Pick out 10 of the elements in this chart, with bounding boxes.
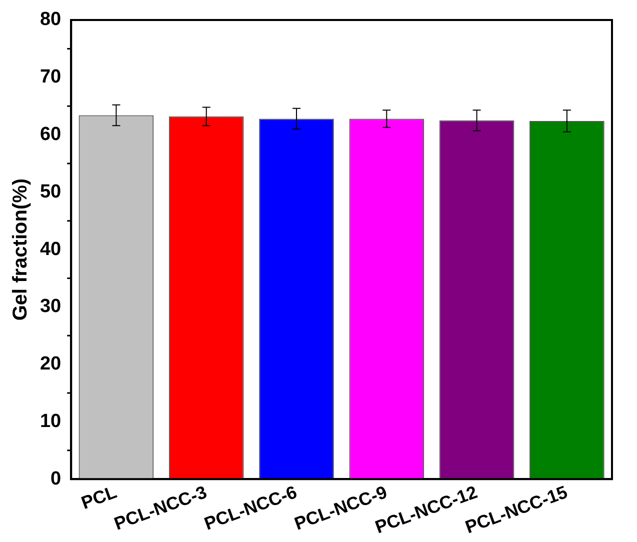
y-axis-title: Gel fraction(%) bbox=[10, 178, 32, 321]
y-tick-label: 50 bbox=[40, 181, 62, 202]
y-tick-label: 60 bbox=[40, 124, 62, 146]
y-tick-label: 10 bbox=[40, 410, 62, 432]
y-tick-label: 0 bbox=[50, 468, 62, 490]
y-tick-label: 40 bbox=[40, 238, 62, 260]
y-tick-label: 30 bbox=[40, 296, 62, 318]
y-tick-label: 20 bbox=[40, 354, 62, 375]
y-tick-label: 70 bbox=[40, 66, 62, 88]
y-tick-label: 80 bbox=[40, 9, 62, 30]
